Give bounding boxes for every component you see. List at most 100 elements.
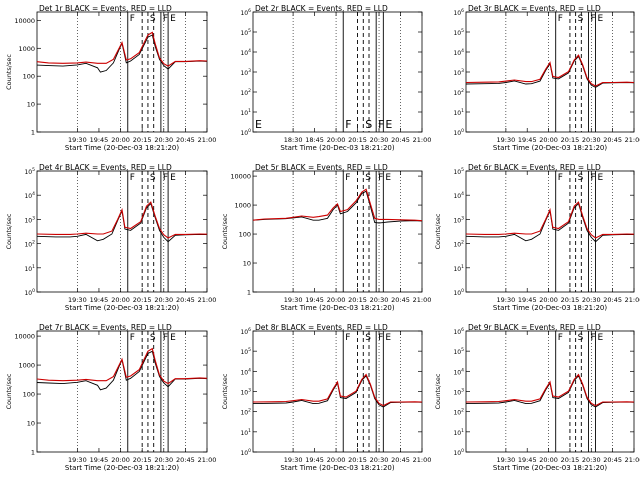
x-tick-label: 21:00 <box>625 296 640 304</box>
lld-series-line <box>36 31 208 67</box>
y-tick-label: 105 <box>240 28 251 37</box>
x-tick-label: 20:30 <box>370 296 389 304</box>
y-tick-label: 100 <box>24 288 35 297</box>
y-tick-label: 1000 <box>18 362 35 370</box>
y-tick-label: 10000 <box>230 173 251 181</box>
x-tick-label: 20:45 <box>391 456 410 464</box>
x-tick-label: 19:45 <box>518 456 537 464</box>
lld-series-line <box>252 188 423 222</box>
x-tick-label: 19:30 <box>68 296 87 304</box>
flag-label: F <box>163 173 168 183</box>
y-tick-label: 10 <box>243 260 251 268</box>
x-axis-label: Start Time (20-Dec-03 18:21:20) <box>65 464 179 472</box>
flag-label: F <box>130 173 135 183</box>
x-tick-label: 20:45 <box>391 136 410 144</box>
lld-series-line <box>36 347 208 385</box>
plot-frame <box>465 11 635 133</box>
panel-det-9: 100 101 102 103 104 105 106 19:30 19:45 20:00 20:1… <box>434 323 640 472</box>
y-tick-label: 105 <box>240 347 251 356</box>
plot-frame <box>36 170 208 293</box>
y-tick-label: 104 <box>240 48 251 57</box>
x-tick-label: 19:30 <box>496 296 515 304</box>
y-tick-label: 10000 <box>14 333 35 341</box>
lld-series-line <box>465 54 635 87</box>
y-tick-label: 100 <box>453 288 464 297</box>
panel-det-5: 1 10 100 1000 10000 19:30 19:45 20:00 20:15 20:30… <box>221 163 431 312</box>
x-tick-label: 20:45 <box>176 456 195 464</box>
y-tick-label: 106 <box>453 8 464 17</box>
plot-frame <box>252 170 423 293</box>
x-axis-label: Start Time (20-Dec-03 18:21:20) <box>493 304 607 312</box>
y-tick-label: 100 <box>453 128 464 137</box>
y-tick-label: 102 <box>240 88 251 97</box>
y-tick-label: 103 <box>24 215 35 224</box>
lld-series-line <box>252 373 423 407</box>
flag-label: E <box>170 173 176 183</box>
y-tick-label: 10 <box>27 101 35 109</box>
y-tick-label: 102 <box>240 408 251 417</box>
plot-frame <box>36 330 208 453</box>
x-tick-label: 20:00 <box>539 136 558 144</box>
flag-label: S <box>365 118 372 131</box>
x-tick-label: 19:45 <box>305 456 324 464</box>
plot-frame <box>252 11 423 133</box>
flag-label: S <box>365 173 371 183</box>
y-tick-label: 1000 <box>18 45 35 53</box>
flag-label: F <box>345 333 350 343</box>
y-axis-label: Counts/sec <box>5 373 13 409</box>
x-tick-label: 20:30 <box>582 296 601 304</box>
x-axis-label: Start Time (20-Dec-03 18:21:20) <box>493 464 607 472</box>
flag-label: F <box>558 173 563 183</box>
x-tick-label: 20:45 <box>391 296 410 304</box>
x-tick-label: 21:00 <box>413 136 432 144</box>
y-tick-label: 102 <box>453 408 464 417</box>
y-tick-label: 104 <box>240 367 251 376</box>
x-axis-label: Start Time (20-Dec-03 18:21:20) <box>65 144 179 152</box>
x-tick-label: 21:00 <box>198 136 217 144</box>
flag-label: F <box>130 333 135 343</box>
panel-det-7: 1 10 100 1000 10000 19:30 19:45 20:00 20:15 20:30… <box>5 323 216 472</box>
y-tick-label: 103 <box>453 215 464 224</box>
plot-frame <box>36 11 208 133</box>
events-series-line <box>252 374 423 408</box>
flag-label: F <box>378 118 384 131</box>
y-tick-label: 100 <box>453 448 464 457</box>
x-tick-label: 19:30 <box>284 456 303 464</box>
y-tick-label: 103 <box>453 68 464 77</box>
y-tick-label: 106 <box>453 327 464 336</box>
x-tick-label: 21:00 <box>413 296 432 304</box>
x-tick-label: 20:00 <box>539 296 558 304</box>
flag-label: F <box>378 333 383 343</box>
y-tick-label: 100 <box>23 391 35 399</box>
y-axis-label: Counts/sec <box>434 373 442 409</box>
x-axis-label: Start Time (20-Dec-03 18:21:20) <box>280 464 394 472</box>
x-tick-label: 20:15 <box>133 136 152 144</box>
flag-label: F <box>590 333 595 343</box>
y-axis-label: Counts/sec <box>5 54 13 90</box>
panel-title: Det 9r BLACK = Events, RED = LLD <box>468 323 601 332</box>
y-tick-label: 104 <box>453 367 464 376</box>
y-tick-label: 104 <box>453 48 464 57</box>
x-tick-label: 19:45 <box>518 296 537 304</box>
plot-frame <box>465 330 635 453</box>
x-tick-label: 20:00 <box>539 456 558 464</box>
x-tick-label: 20:30 <box>370 456 389 464</box>
x-tick-label: 21:00 <box>413 456 432 464</box>
y-axis-label: Counts/sec <box>5 213 13 249</box>
y-tick-label: 1 <box>31 449 35 457</box>
lld-series-line <box>36 201 208 239</box>
x-tick-label: 20:45 <box>603 136 622 144</box>
y-tick-label: 106 <box>240 327 251 336</box>
x-tick-label: 21:00 <box>625 456 640 464</box>
flag-label: F <box>590 173 595 183</box>
events-series-line <box>465 55 635 88</box>
flag-label: F <box>558 333 563 343</box>
x-tick-label: 19:30 <box>496 456 515 464</box>
x-tick-label: 21:00 <box>198 456 217 464</box>
panel-title: Det 8r BLACK = Events, RED = LLD <box>255 323 388 332</box>
flag-label: F <box>590 14 595 24</box>
events-series-line <box>465 374 635 408</box>
plot-frame <box>252 330 423 453</box>
y-tick-label: 103 <box>240 388 251 397</box>
panel-det-3: 100 101 102 103 104 105 106 19:30 19:45 20:00 20:1… <box>453 4 640 152</box>
